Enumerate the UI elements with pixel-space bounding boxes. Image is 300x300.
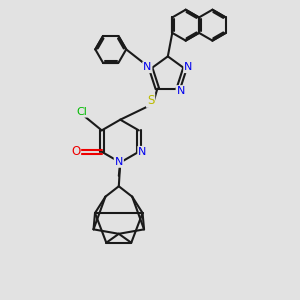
Text: O: O	[71, 145, 80, 158]
Text: N: N	[143, 62, 152, 72]
Text: S: S	[147, 94, 154, 107]
Text: N: N	[184, 62, 193, 72]
Text: Cl: Cl	[76, 107, 87, 117]
Text: N: N	[138, 147, 147, 157]
Text: N: N	[176, 86, 185, 96]
Text: N: N	[115, 157, 123, 167]
